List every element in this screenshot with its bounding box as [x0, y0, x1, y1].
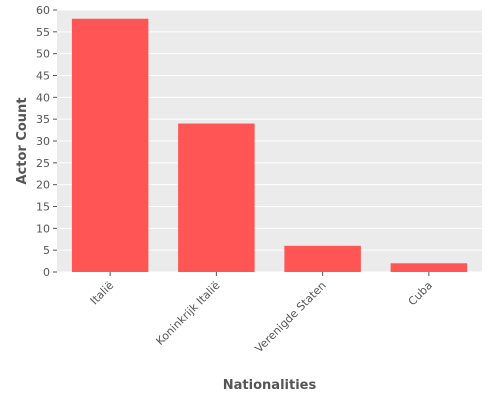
x-axis-ticks: Italië Koninkrijk Italië Verenigde Staten C… — [88, 272, 435, 355]
y-tick-label: 35 — [36, 113, 50, 126]
y-tick-label: 5 — [43, 244, 50, 257]
bars — [71, 18, 468, 273]
y-tick-label: 25 — [36, 157, 50, 170]
y-tick-label: 60 — [36, 4, 50, 17]
y-axis-ticks: 0 5 10 15 20 25 30 35 40 45 50 55 60 — [36, 4, 57, 279]
y-tick-label: 45 — [36, 70, 50, 83]
y-tick-label: 40 — [36, 91, 50, 104]
x-tick-label: Italië — [88, 279, 117, 308]
y-tick-label: 15 — [36, 201, 50, 214]
y-tick-label: 30 — [36, 135, 50, 148]
bar-2 — [284, 245, 361, 272]
x-tick-label: Koninkrijk Italië — [154, 279, 223, 348]
y-tick-label: 50 — [36, 48, 50, 61]
y-axis-title: Actor Count — [15, 97, 30, 184]
bar-1 — [178, 123, 255, 273]
bar-3 — [390, 263, 468, 272]
bar-0 — [71, 18, 149, 272]
x-tick-label: Verenigde Staten — [252, 279, 328, 355]
y-tick-label: 10 — [36, 222, 50, 235]
y-tick-label: 20 — [36, 179, 50, 192]
x-axis-title: Nationalities — [223, 378, 317, 393]
y-tick-label: 55 — [36, 26, 50, 39]
x-tick-label: Cuba — [406, 279, 435, 308]
y-tick-label: 0 — [43, 266, 50, 279]
